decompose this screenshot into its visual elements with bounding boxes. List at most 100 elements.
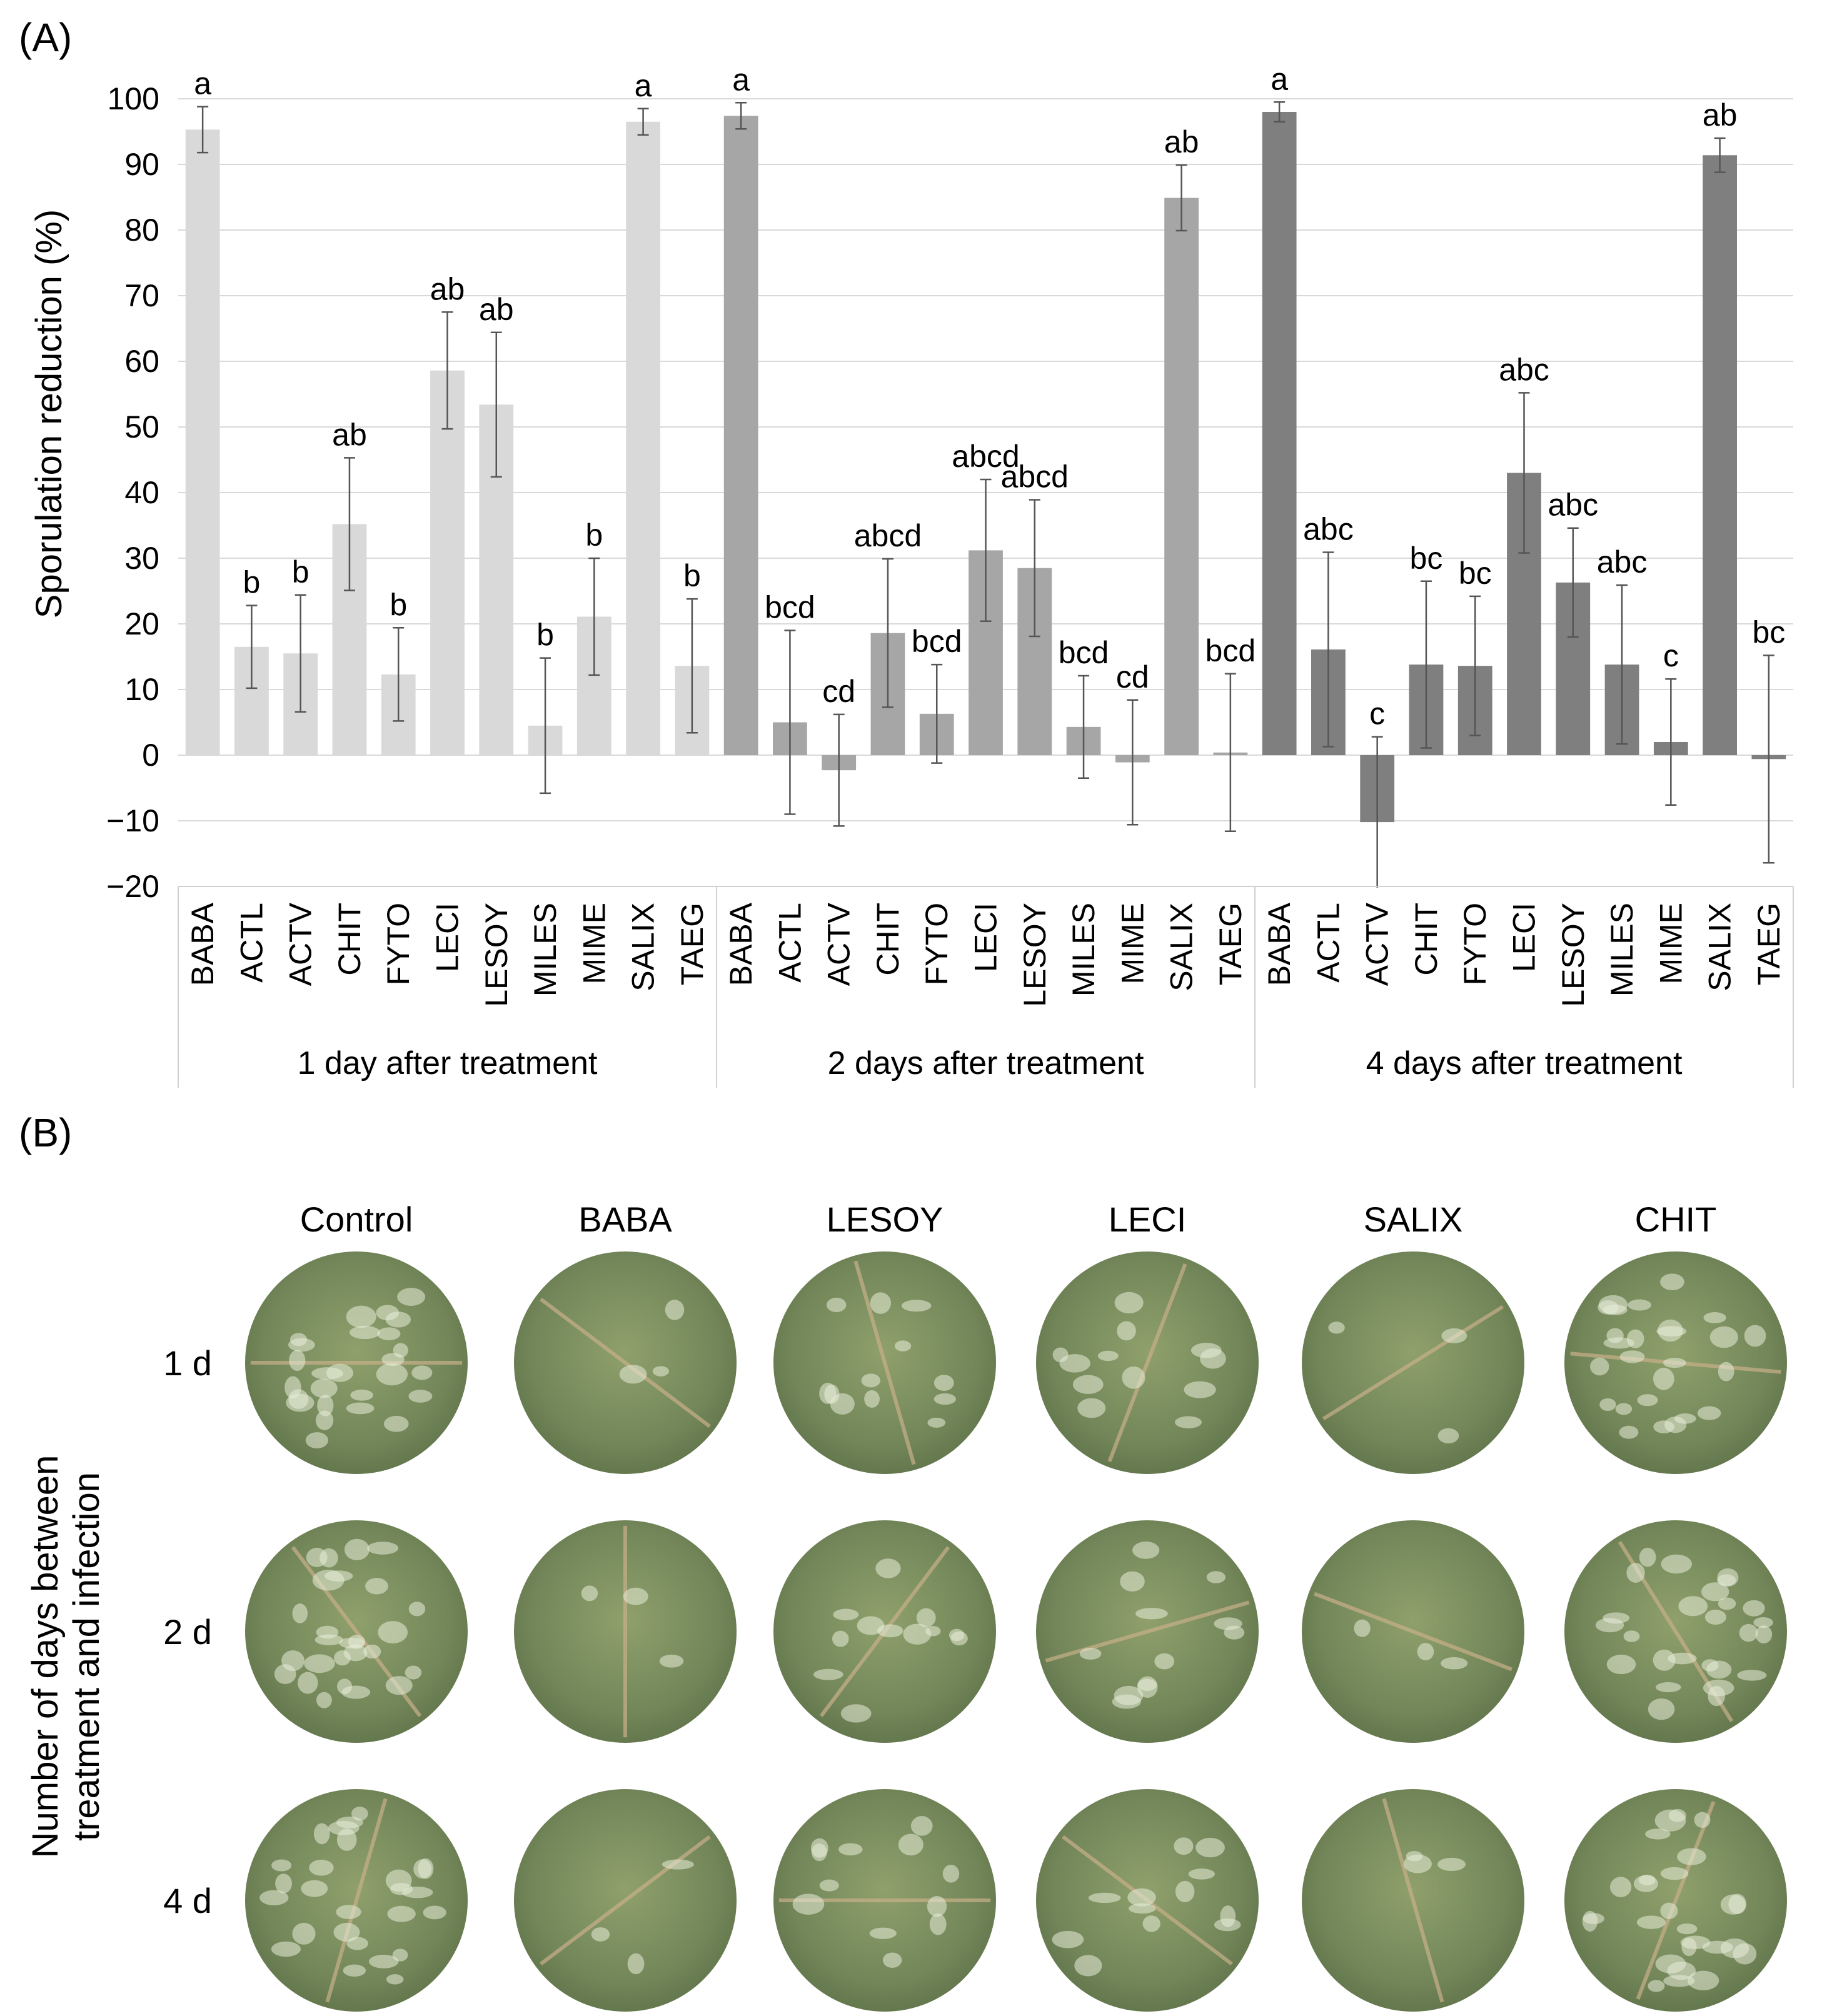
bar xyxy=(430,370,465,755)
sporulation-spot xyxy=(1636,1915,1666,1929)
sporulation-spot xyxy=(1619,1350,1645,1363)
sporulation-spot xyxy=(1626,1329,1644,1348)
sporulation-spot xyxy=(367,1542,399,1555)
sporulation-spot xyxy=(1120,1571,1145,1592)
sporulation-spot xyxy=(1206,1571,1226,1583)
x-category-label: LESOY xyxy=(479,903,514,1007)
leaf-disc-photo xyxy=(773,1251,996,1474)
sporulation-spot xyxy=(301,1880,328,1897)
significance-letter: a xyxy=(1271,61,1288,96)
photo-column-label: SALIX xyxy=(1364,1200,1463,1239)
sporulation-spot xyxy=(1697,1406,1721,1420)
sporulation-spot xyxy=(1637,1394,1658,1407)
sporulation-spot xyxy=(304,1654,335,1673)
sporulation-spot xyxy=(819,1382,837,1404)
x-group-label: 2 days after treatment xyxy=(828,1045,1144,1081)
x-category-label: LECI xyxy=(1507,903,1542,972)
leaf-disc-photo xyxy=(1302,1251,1524,1474)
sporulation-spot xyxy=(581,1585,598,1602)
sporulation-spot xyxy=(1702,1940,1733,1954)
sporulation-spot xyxy=(1653,1649,1676,1671)
significance-letter: bc xyxy=(1410,541,1443,576)
sporulation-spot xyxy=(346,1305,376,1328)
sporulation-spot xyxy=(1606,1654,1636,1675)
sporulation-spot xyxy=(1354,1619,1371,1637)
sporulation-spot xyxy=(1655,1682,1681,1693)
sporulation-spot xyxy=(1184,1381,1216,1398)
sporulation-spot xyxy=(1660,1273,1684,1290)
bar xyxy=(1703,155,1737,756)
sporulation-spot xyxy=(1743,1600,1765,1617)
sporulation-spot xyxy=(1676,1923,1698,1935)
sporulation-spot xyxy=(317,1395,334,1417)
bar xyxy=(1262,112,1297,755)
sporulation-spot xyxy=(1114,1291,1144,1314)
significance-letter: b xyxy=(536,618,554,653)
sporulation-spot xyxy=(377,1327,401,1341)
sporulation-spot xyxy=(1728,1893,1747,1915)
sporulation-spot xyxy=(1701,1582,1729,1602)
sporulation-spot xyxy=(1667,1962,1696,1980)
leaf-disc-photo xyxy=(1302,1789,1524,2012)
x-category-label: SALIX xyxy=(1703,903,1738,991)
sporulation-spot xyxy=(315,1410,334,1430)
significance-letter: bc xyxy=(1459,556,1492,591)
sporulation-spot xyxy=(1680,1935,1711,1950)
sporulation-spot xyxy=(310,1378,338,1398)
leaf-disc-photo xyxy=(514,1520,737,1743)
sporulation-spot xyxy=(1718,1597,1736,1610)
sporulation-spot xyxy=(418,1858,434,1879)
sporulation-spot xyxy=(1097,1350,1119,1362)
y-tick-label: 80 xyxy=(124,213,159,248)
x-category-label: CHIT xyxy=(1409,903,1444,976)
leaf-vein xyxy=(853,1260,916,1465)
x-category-label: FYTO xyxy=(919,903,954,985)
bar xyxy=(626,121,660,755)
leaf-vein xyxy=(1107,1263,1187,1462)
chart-error-bars xyxy=(197,101,1774,888)
x-group-label: 1 day after treatment xyxy=(298,1045,598,1081)
sporulation-spot xyxy=(659,1654,684,1668)
sporulation-spot xyxy=(385,1676,413,1695)
sporulation-spot xyxy=(368,1954,399,1968)
sporulation-spot xyxy=(840,1704,872,1723)
leaf-disc-photo xyxy=(1564,1520,1787,1743)
sporulation-spot xyxy=(1122,1366,1145,1389)
sporulation-spot xyxy=(1328,1321,1345,1334)
sporulation-spot xyxy=(1653,1420,1674,1433)
leaf-disc-photo xyxy=(1564,1251,1787,1474)
sporulation-spot xyxy=(271,1859,292,1872)
sporulation-spot xyxy=(328,1820,360,1835)
sporulation-spot xyxy=(1220,1905,1236,1927)
sporulation-spot xyxy=(833,1608,859,1621)
sporulation-spot xyxy=(1626,1563,1645,1583)
sporulation-spot xyxy=(1606,1328,1624,1343)
sporulation-spot xyxy=(324,1570,353,1582)
sporulation-spot xyxy=(271,1941,301,1957)
sporulation-spot xyxy=(1668,1808,1686,1822)
sporulation-spot xyxy=(1688,1970,1719,1990)
sporulation-spot xyxy=(1052,1347,1069,1363)
sporulation-spot xyxy=(910,1816,933,1836)
significance-letter: ab xyxy=(1703,98,1738,133)
significance-letter: bcd xyxy=(1059,635,1109,670)
leaf-vein xyxy=(1636,1801,1716,2000)
x-category-label: CHIT xyxy=(870,903,905,976)
leaf-disc-photo xyxy=(245,1520,468,1743)
photo-row-label: 4 d xyxy=(163,1881,212,1920)
x-category-label: BABA xyxy=(185,902,220,986)
y-tick-label: 90 xyxy=(124,147,159,182)
sporulation-spot xyxy=(950,1631,968,1646)
sporulation-spot xyxy=(662,1859,694,1870)
significance-letter: b xyxy=(683,558,701,593)
x-category-label: MILES xyxy=(1066,903,1101,996)
leaf-disc-photo xyxy=(1036,1251,1259,1474)
sporulation-spot xyxy=(351,1807,368,1821)
sporulation-spot xyxy=(882,1952,902,1968)
sporulation-spot xyxy=(1088,1892,1121,1903)
sporulation-spot xyxy=(1417,1643,1434,1661)
sporulation-spot xyxy=(289,1350,306,1371)
significance-letter: b xyxy=(243,565,261,600)
significance-letter: bcd xyxy=(765,590,815,625)
significance-letter: a xyxy=(635,68,652,103)
